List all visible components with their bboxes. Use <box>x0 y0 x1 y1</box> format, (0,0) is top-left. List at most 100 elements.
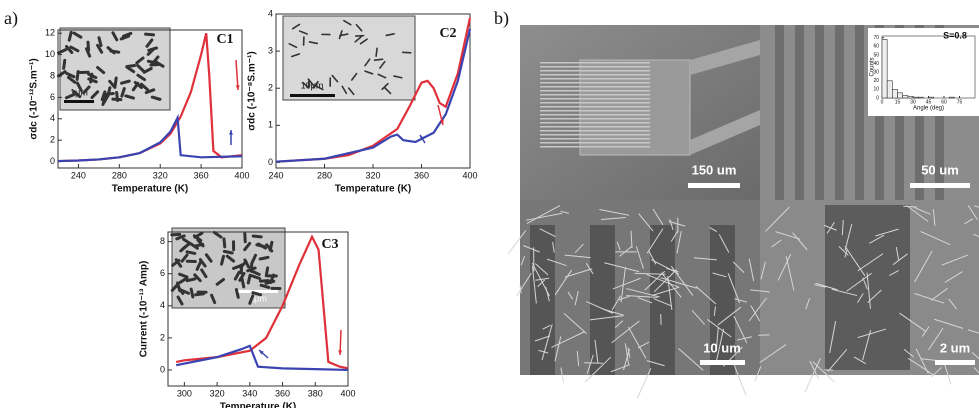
particle <box>193 273 202 283</box>
stripe <box>835 25 844 200</box>
x-tick-label: 320 <box>210 388 225 398</box>
particle <box>108 79 117 89</box>
nanorod <box>750 289 770 293</box>
particle <box>185 250 197 255</box>
particle <box>139 82 149 92</box>
particle <box>347 87 355 96</box>
particle <box>288 42 298 49</box>
scale-bar <box>64 100 94 103</box>
scale-bar-label: 2 um <box>940 340 970 355</box>
chart-title: C2 <box>439 26 456 41</box>
nanorod <box>627 326 647 359</box>
x-tick-label: 240 <box>71 170 86 180</box>
nanorod <box>930 367 942 378</box>
nanorod <box>574 291 579 306</box>
particle <box>75 70 80 81</box>
stripe <box>710 225 735 375</box>
particle <box>75 81 83 92</box>
particle <box>56 70 67 78</box>
nanorod <box>563 313 587 335</box>
particle <box>232 264 243 270</box>
particle <box>355 23 363 32</box>
scale-bar <box>688 183 740 188</box>
nanorod <box>857 293 864 303</box>
finger <box>540 110 650 112</box>
nanorod <box>732 261 745 273</box>
nanorod <box>727 273 741 304</box>
particle <box>87 72 98 80</box>
nanorod <box>853 356 867 365</box>
y-axis-label: σdc (-10⁻⁸S.m⁻¹) <box>247 51 258 130</box>
x-axis-label: Temperature (K) <box>335 184 412 195</box>
y-tick-label: 1 <box>268 120 273 130</box>
nanorod <box>857 253 884 272</box>
bar <box>886 80 893 99</box>
x-tick-label: 360 <box>275 388 290 398</box>
nanorod <box>941 254 969 266</box>
particle <box>373 58 384 61</box>
scale-bar <box>910 183 970 188</box>
chart-title: C1 <box>216 32 233 47</box>
nanorod <box>636 368 652 399</box>
nanorod <box>857 328 887 339</box>
lead <box>690 40 760 75</box>
y-tick-label: 4 <box>50 113 55 123</box>
particle <box>178 272 189 279</box>
nanorod <box>637 297 653 304</box>
particle <box>220 254 225 266</box>
y-tick-label: 8 <box>50 70 55 80</box>
particle <box>133 81 143 90</box>
scale-bar-label: 10μm <box>301 80 324 90</box>
nanorod <box>718 234 730 253</box>
nanorod <box>648 250 657 265</box>
y-tick-label: 0 <box>160 364 165 374</box>
particle <box>176 295 184 306</box>
arrow-head <box>229 130 233 135</box>
particle <box>204 253 213 263</box>
particle <box>341 85 348 95</box>
particle <box>181 242 191 251</box>
nanorod <box>737 336 752 341</box>
finger <box>540 70 650 72</box>
bar <box>917 96 924 99</box>
data-line <box>275 28 472 163</box>
panel-label: b) <box>494 8 509 29</box>
x-tick-label: 400 <box>234 170 249 180</box>
nanorod <box>831 288 858 297</box>
particle <box>82 85 91 95</box>
nanorod <box>611 320 640 344</box>
nanorod <box>759 344 787 364</box>
particle <box>250 253 258 265</box>
x-tick-label: 320 <box>365 170 380 180</box>
nanorod <box>564 268 593 278</box>
nanorod <box>844 249 848 258</box>
nanorod <box>507 230 527 254</box>
nanorod <box>516 272 532 297</box>
nanorod <box>670 230 679 242</box>
finger <box>540 102 650 104</box>
nanorod <box>604 262 640 273</box>
particle <box>264 266 270 278</box>
nanorod <box>943 362 952 385</box>
nanorod <box>748 258 755 282</box>
nanorod <box>906 205 929 222</box>
nanorod <box>646 360 665 367</box>
finger <box>540 62 650 64</box>
particle <box>178 276 189 284</box>
particle <box>354 35 363 43</box>
particle <box>243 241 252 252</box>
x-tick-label: 300 <box>177 388 192 398</box>
y-tick-label: 10 <box>45 49 55 59</box>
particle <box>142 66 153 74</box>
micrographs: 150 um 50 um 10 um 2 um <box>507 25 979 399</box>
nanorod <box>815 282 838 291</box>
nanorod <box>948 298 957 310</box>
particle <box>175 234 186 241</box>
tem-inset <box>282 15 416 101</box>
nanorod <box>748 297 767 322</box>
nanorod <box>616 241 621 251</box>
nanorod <box>709 227 717 232</box>
y-tick-label: 0 <box>268 157 273 167</box>
nanorod <box>545 286 550 302</box>
nanorod <box>827 348 848 372</box>
